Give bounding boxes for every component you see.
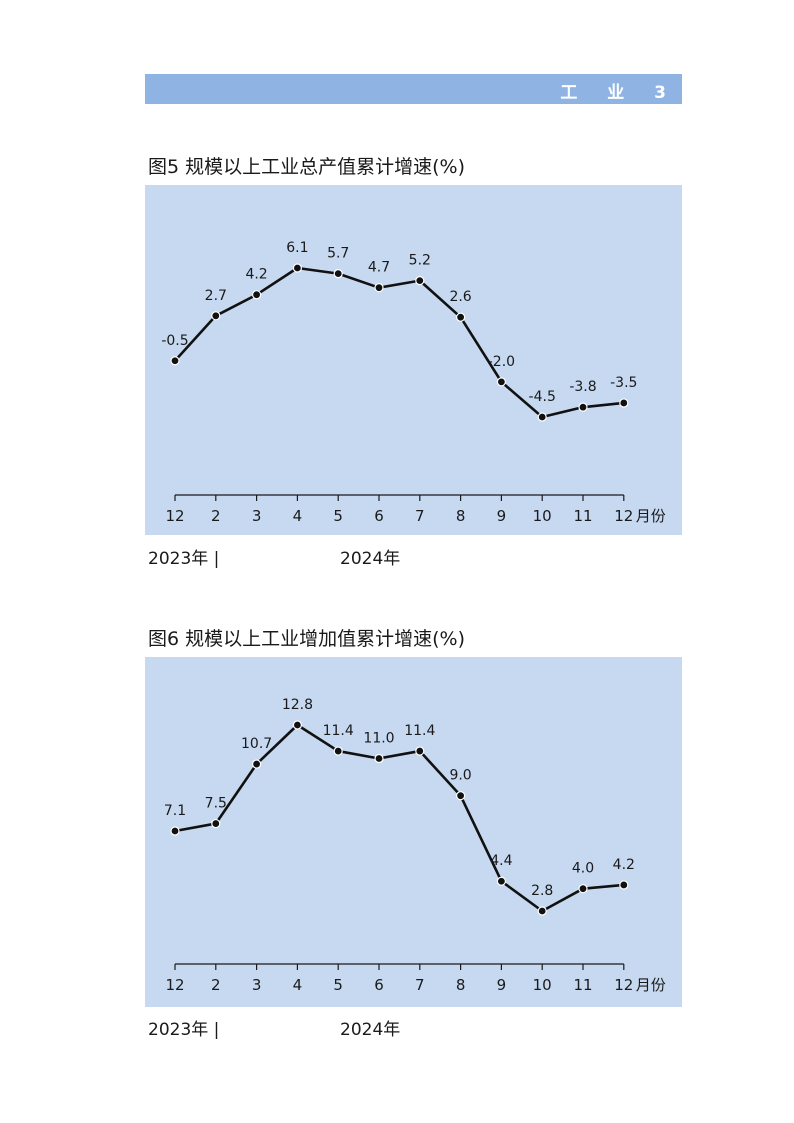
x-tick-label: 4 <box>293 976 303 994</box>
data-label: 4.7 <box>368 260 390 276</box>
data-label: 4.4 <box>490 853 512 869</box>
chart5-panel: 12 2 3 4 5 6 7 8 9 10 11 12 月份 -0.5 2.7 4.2 6.1 5.7 4.7 5.2… <box>145 185 682 535</box>
x-tick-label: 12 <box>165 976 184 994</box>
x-tick-label: 12 <box>165 507 184 525</box>
x-tick-label: 7 <box>415 507 425 525</box>
x-tick-label: 10 <box>533 976 552 994</box>
chart6-svg: 12 2 3 4 5 6 7 8 9 10 11 12 月份7.1 7.510.712.811.4 11.0… <box>164 697 666 994</box>
chart5-title: 图5 规模以上工业总产值累计增速(%) <box>148 156 466 178</box>
data-point <box>415 276 425 286</box>
data-label: 4.0 <box>572 861 594 877</box>
data-point <box>211 818 221 829</box>
x-tick-label: 9 <box>497 507 507 525</box>
data-point <box>537 906 547 916</box>
data-point <box>619 880 629 890</box>
x-tick-label: 8 <box>456 976 466 994</box>
x-unit-label: 月份 <box>636 507 666 525</box>
data-point <box>537 412 547 422</box>
data-point <box>374 283 384 293</box>
section-header-text: 工 业 3 <box>560 83 678 103</box>
data-point <box>333 746 343 756</box>
data-label: 11.4 <box>404 723 435 739</box>
data-label: 4.2 <box>613 857 635 873</box>
chart6-title: 图6 规模以上工业增加值累计增速(%) <box>148 628 466 650</box>
x-tick-label: 12 <box>614 976 633 994</box>
chart6-year-start: 2023年 | <box>148 1020 220 1040</box>
data-label: 6.1 <box>286 240 308 256</box>
data-label: 5.7 <box>327 246 349 262</box>
x-tick-label: 2 <box>211 507 221 525</box>
data-label: 2.7 <box>205 288 227 304</box>
x-tick-label: 2 <box>211 976 221 994</box>
data-label: 12.8 <box>282 697 313 713</box>
data-point <box>619 398 629 408</box>
x-tick-label: 11 <box>573 976 592 994</box>
x-tick-label: 6 <box>374 976 384 994</box>
chart5-svg: 12 2 3 4 5 6 7 8 9 10 11 12 月份-0.52.74.26.1 5.74.7 5.2… <box>161 240 666 525</box>
data-point <box>456 791 466 801</box>
x-tick-label: 4 <box>293 507 303 525</box>
x-tick-label: 3 <box>252 507 262 525</box>
data-point <box>374 753 384 764</box>
x-tick-label: 5 <box>333 507 343 525</box>
data-point <box>496 876 506 886</box>
data-label: 4.2 <box>245 267 267 283</box>
data-label: 2.8 <box>531 883 553 899</box>
section-header-bar: 工 业 3 <box>145 74 682 104</box>
data-point <box>456 312 466 322</box>
chart5-year-end: 2024年 <box>340 549 401 569</box>
x-tick-label: 8 <box>456 507 466 525</box>
data-label: -0.5 <box>161 333 188 349</box>
x-tick-label: 12 <box>614 507 633 525</box>
data-label: 5.2 <box>409 253 431 269</box>
x-tick-label: 10 <box>533 507 552 525</box>
data-point <box>292 263 302 273</box>
chart6-panel: 12 2 3 4 5 6 7 8 9 10 11 12 月份 7.1 7.5 10.7 12.8 11.4 11.0… <box>145 657 682 1007</box>
data-point <box>578 402 588 412</box>
data-label: 9.0 <box>449 768 471 784</box>
data-label: 2.6 <box>449 289 471 305</box>
data-label: 11.0 <box>363 730 394 746</box>
data-point <box>170 826 180 836</box>
x-tick-label: 6 <box>374 507 384 525</box>
data-label: 10.7 <box>241 736 272 752</box>
data-point <box>415 746 425 756</box>
x-tick-label: 7 <box>415 976 425 994</box>
chart5-year-start: 2023年 | <box>148 549 220 569</box>
data-point <box>211 311 221 321</box>
series-line <box>174 723 624 913</box>
x-tick-label: 5 <box>333 976 343 994</box>
x-tick-label: 9 <box>497 976 507 994</box>
data-label: 11.4 <box>323 723 354 739</box>
data-label: 7.5 <box>205 796 227 812</box>
x-tick-label: 11 <box>573 507 592 525</box>
data-label: -3.8 <box>569 379 596 395</box>
data-label: -4.5 <box>529 389 556 405</box>
data-point <box>496 377 506 387</box>
data-point <box>251 759 262 769</box>
data-label: -2.0 <box>488 354 515 370</box>
x-tick-label: 3 <box>252 976 262 994</box>
data-point <box>333 269 343 279</box>
data-label: 7.1 <box>164 803 186 819</box>
data-point <box>170 356 180 366</box>
series-line <box>174 266 624 419</box>
x-unit-label: 月份 <box>636 976 666 994</box>
chart6-year-end: 2024年 <box>340 1020 401 1040</box>
data-point <box>251 290 262 300</box>
data-point <box>292 720 302 730</box>
data-label: -3.5 <box>610 375 637 391</box>
data-point <box>578 884 588 894</box>
